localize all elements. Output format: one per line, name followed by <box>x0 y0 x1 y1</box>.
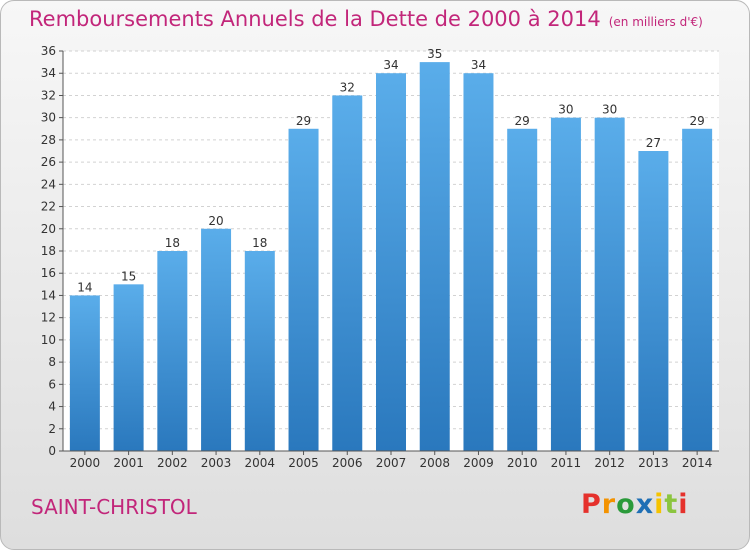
bar-value-label: 34 <box>471 58 486 72</box>
x-tick-label: 2011 <box>551 456 582 470</box>
bar-value-label: 29 <box>689 114 704 128</box>
bar-value-label: 15 <box>121 269 136 283</box>
x-tick-label: 2000 <box>70 456 101 470</box>
bar <box>594 117 625 452</box>
y-tick-label: 20 <box>41 222 56 236</box>
x-tick-label: 2013 <box>638 456 669 470</box>
y-tick-label: 22 <box>41 200 56 214</box>
x-tick-label: 2012 <box>594 456 625 470</box>
y-tick-label: 34 <box>41 66 56 80</box>
x-tick-label: 2004 <box>245 456 276 470</box>
x-tick-label: 2014 <box>682 456 713 470</box>
y-tick-label: 6 <box>48 377 56 391</box>
y-tick-label: 4 <box>48 400 56 414</box>
y-tick-label: 12 <box>41 311 56 325</box>
title-text: Remboursements Annuels de la Dette de 20… <box>29 7 601 31</box>
logo-letter: P <box>581 489 602 520</box>
y-tick-label: 28 <box>41 133 56 147</box>
bar <box>463 73 494 451</box>
y-tick-label: 24 <box>41 177 56 191</box>
bar-value-label: 18 <box>165 236 180 250</box>
bar-value-label: 32 <box>340 80 355 94</box>
logo-letter: o <box>616 489 636 520</box>
x-tick-label: 2010 <box>507 456 538 470</box>
x-tick-label: 2005 <box>288 456 319 470</box>
chart-title: Remboursements Annuels de la Dette de 20… <box>29 7 703 31</box>
x-tick-label: 2002 <box>157 456 188 470</box>
logo-letter: x <box>635 489 655 520</box>
y-tick-label: 10 <box>41 333 56 347</box>
commune-name: SAINT-CHRISTOL <box>31 495 197 519</box>
logo-letter: i <box>678 489 689 520</box>
y-tick-label: 32 <box>41 88 56 102</box>
unit-label: (en milliers d'€) <box>608 15 703 29</box>
y-tick-label: 26 <box>41 155 56 169</box>
plot-area: 0246810121416182022242628303234361420001… <box>41 44 719 470</box>
bar-value-label: 29 <box>515 114 530 128</box>
y-tick-label: 0 <box>48 444 56 458</box>
bar-value-label: 35 <box>427 47 442 61</box>
bar <box>244 251 275 451</box>
bar <box>69 295 100 451</box>
bar <box>638 151 669 451</box>
y-tick-label: 8 <box>48 355 56 369</box>
bar-value-label: 20 <box>208 214 223 228</box>
x-tick-label: 2009 <box>463 456 494 470</box>
proxiti-logo: Proxiti <box>581 489 689 520</box>
bar-value-label: 30 <box>602 103 617 117</box>
y-tick-label: 30 <box>41 111 56 125</box>
logo-letter: i <box>654 489 665 520</box>
bar-value-label: 27 <box>646 136 661 150</box>
logo-letter: t <box>664 489 679 520</box>
bar-value-label: 30 <box>558 103 573 117</box>
bar <box>419 62 450 451</box>
bar <box>201 228 232 451</box>
y-tick-label: 36 <box>41 44 56 58</box>
bar <box>288 128 319 451</box>
bar <box>376 73 406 451</box>
bar <box>113 284 144 451</box>
bar <box>507 128 538 451</box>
x-tick-label: 2006 <box>332 456 363 470</box>
y-tick-label: 14 <box>41 288 56 302</box>
bar <box>682 128 713 451</box>
x-tick-label: 2008 <box>419 456 450 470</box>
bar-value-label: 18 <box>252 236 267 250</box>
bar <box>157 251 188 451</box>
x-tick-label: 2001 <box>113 456 144 470</box>
bar-value-label: 29 <box>296 114 311 128</box>
y-tick-label: 2 <box>48 422 56 436</box>
x-tick-label: 2003 <box>201 456 232 470</box>
bar-value-label: 34 <box>383 58 398 72</box>
logo-letter: r <box>601 489 617 520</box>
bar <box>332 95 363 451</box>
bar <box>550 117 581 452</box>
y-tick-label: 16 <box>41 266 56 280</box>
bar-value-label: 14 <box>77 280 92 294</box>
y-tick-label: 18 <box>41 244 56 258</box>
x-tick-label: 2007 <box>376 456 407 470</box>
